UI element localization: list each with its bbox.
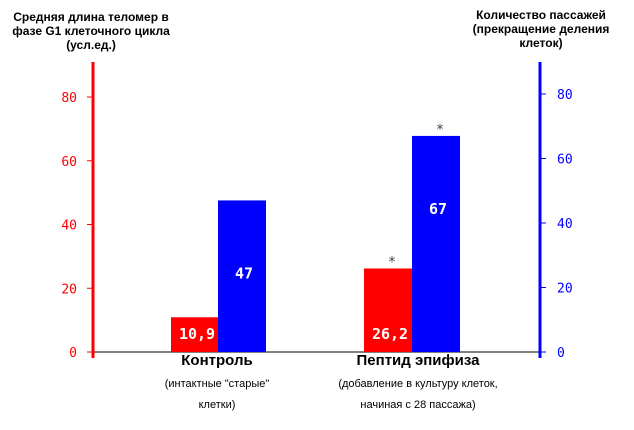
right-y-tick-label: 40 [557, 217, 573, 232]
category-pineal-peptide: Пептид эпифиза (добавление в культуру кл… [288, 352, 548, 416]
left-y-tick-label: 0 [69, 346, 77, 361]
category-note: (интактные "старые" клетки) [87, 374, 347, 416]
category-note-line: начиная с 28 пассажа) [360, 399, 476, 411]
right-axis-title: Количество пассажей (прекращение деления… [472, 8, 610, 50]
bar [171, 317, 219, 352]
bar-value-label: 47 [235, 264, 253, 282]
category-label: Контроль [181, 352, 253, 369]
left-y-tick-label: 60 [61, 155, 77, 170]
bar-value-label: 67 [429, 200, 447, 218]
significance-mark: * [437, 122, 444, 138]
category-control: Контроль (интактные "старые" клетки) [87, 352, 347, 416]
left-y-tick-label: 20 [61, 282, 77, 297]
right-y-tick-label: 20 [557, 282, 573, 297]
bar-value-label: 26,2 [372, 325, 408, 343]
right-y-tick-label: 60 [557, 153, 573, 168]
bar [218, 200, 266, 352]
significance-mark: * [389, 254, 396, 270]
left-y-tick-label: 80 [61, 91, 77, 106]
right-y-tick-label: 80 [557, 88, 573, 103]
left-y-tick-label: 40 [61, 219, 77, 234]
bar-value-label: 10,9 [179, 325, 215, 343]
right-y-tick-label: 0 [557, 346, 565, 361]
bar [412, 135, 460, 352]
category-note-line: клетки) [198, 399, 236, 411]
category-label: Пептид эпифиза [356, 352, 480, 369]
category-note-line: (добавление в культуру клеток, [338, 378, 498, 390]
category-note: (добавление в культуру клеток, начиная с… [288, 374, 548, 416]
left-axis-title: Средняя длина теломер в фазе G1 клеточно… [12, 10, 170, 52]
category-note-line: (интактные "старые" [164, 378, 270, 390]
bar [364, 268, 412, 352]
